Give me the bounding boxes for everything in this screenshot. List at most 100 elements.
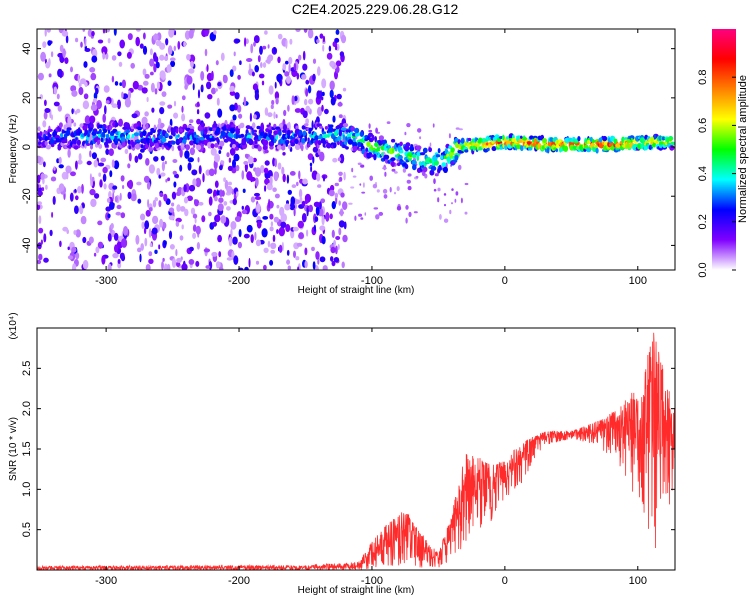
noise-speck <box>83 93 89 100</box>
noise-speck <box>75 229 81 238</box>
ridge-cell <box>302 130 307 137</box>
noise-speck <box>105 148 110 155</box>
noise-speck <box>299 178 304 184</box>
noise-speck <box>333 257 340 263</box>
noise-speck <box>122 185 125 189</box>
ridge-cell <box>286 129 291 136</box>
ridge-cell <box>376 146 380 151</box>
ridge-cell <box>98 128 102 134</box>
noise-speck <box>284 203 291 211</box>
ridge-cell <box>182 139 187 144</box>
noise-speck <box>236 104 242 113</box>
noise-speck <box>153 156 159 162</box>
noise-speck <box>75 252 80 260</box>
noise-speck <box>171 191 177 200</box>
ridge-cell <box>350 126 356 132</box>
noise-speck <box>74 188 77 193</box>
ridge-cell <box>137 126 143 131</box>
ridge-cell <box>303 123 309 127</box>
noise-speck <box>342 201 348 211</box>
noise-speck <box>183 184 187 193</box>
noise-speck <box>458 128 463 131</box>
ridge-cell <box>630 137 633 143</box>
ridge-cell <box>198 124 202 132</box>
noise-speck <box>273 111 276 119</box>
noise-speck <box>51 114 53 121</box>
ridge-cell <box>106 139 113 144</box>
noise-speck <box>200 71 205 81</box>
noise-speck <box>120 175 125 182</box>
ridge-cell <box>372 150 376 155</box>
noise-speck <box>111 159 115 168</box>
noise-speck <box>107 263 112 270</box>
noise-speck <box>334 182 339 187</box>
noise-speck <box>252 83 258 91</box>
noise-speck <box>218 197 224 203</box>
noise-speck <box>293 207 296 217</box>
noise-speck <box>288 56 293 65</box>
noise-speck <box>82 236 87 244</box>
noise-speck <box>312 58 317 64</box>
noise-speck <box>79 205 84 215</box>
y-tick-label: 0.5 <box>21 522 33 537</box>
noise-speck <box>330 96 336 106</box>
noise-speck <box>439 214 442 220</box>
ridge-cell <box>450 147 455 153</box>
noise-speck <box>203 248 211 253</box>
noise-speck <box>254 91 260 101</box>
noise-speck <box>228 236 233 247</box>
noise-speck <box>316 39 320 44</box>
noise-speck <box>295 256 300 261</box>
noise-speck <box>141 87 148 94</box>
ridge-cell <box>526 144 529 149</box>
noise-speck <box>241 170 245 180</box>
x-tick-label: -100 <box>361 575 383 587</box>
snr-panel: -300 -200 -100 0 100 0.5 1.0 1.5 2.0 2.5 Height … <box>8 312 676 596</box>
noise-speck <box>188 29 194 39</box>
noise-speck <box>153 63 157 73</box>
noise-speck <box>264 185 267 192</box>
noise-speck <box>112 185 118 190</box>
noise-speck <box>255 177 259 187</box>
noise-speck <box>302 50 306 61</box>
y-tick-label: 0 <box>21 144 33 150</box>
noise-speck <box>48 73 52 78</box>
noise-speck <box>82 100 90 110</box>
noise-speck <box>281 166 285 175</box>
noise-speck <box>195 225 201 235</box>
ridge-cell <box>127 139 131 144</box>
noise-speck <box>152 215 159 225</box>
noise-speck <box>84 115 91 125</box>
noise-speck <box>316 172 321 182</box>
noise-speck <box>376 189 380 193</box>
noise-speck <box>149 48 153 56</box>
noise-speck <box>378 211 384 216</box>
ridge-cell <box>365 147 369 152</box>
ridge-cell <box>180 142 185 148</box>
ridge-cell <box>314 135 319 141</box>
noise-speck <box>207 188 213 194</box>
ridge-cell <box>383 139 387 145</box>
ridge-cell <box>230 138 236 145</box>
ridge-cell <box>347 139 354 145</box>
noise-speck <box>57 52 64 58</box>
noise-speck <box>319 33 324 39</box>
noise-speck <box>338 220 345 228</box>
ridge-cell <box>259 131 264 137</box>
ridge-cell <box>128 145 131 150</box>
noise-speck <box>192 213 198 219</box>
noise-speck <box>357 162 362 166</box>
noise-speck <box>52 195 56 205</box>
ridge-cell <box>422 166 428 173</box>
ridge-cell <box>240 133 245 138</box>
noise-speck <box>164 160 167 165</box>
noise-speck <box>433 178 436 185</box>
ridge-cell <box>279 124 283 128</box>
noise-speck <box>194 199 200 207</box>
ridge-cell <box>154 142 159 149</box>
ridge-cell <box>381 152 384 157</box>
snr-marks <box>37 332 675 570</box>
noise-speck <box>144 111 149 117</box>
noise-speck <box>184 84 188 90</box>
noise-speck <box>282 173 286 183</box>
